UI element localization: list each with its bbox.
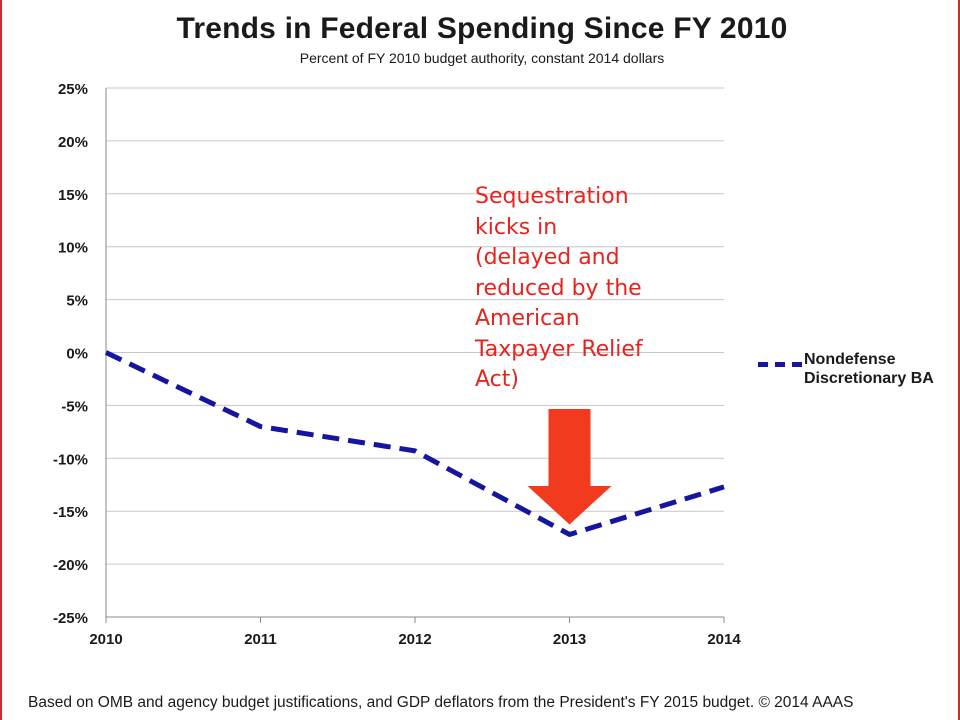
chart-title: Trends in Federal Spending Since FY 2010 [176,12,788,45]
chart-subtitle: Percent of FY 2010 budget authority, con… [299,50,665,66]
legend-swatch [758,362,802,367]
x-tick-label: 2011 [244,631,277,648]
y-tick-label: -20% [53,557,88,574]
series-line-nondefense [104,350,725,537]
y-tick-label: -10% [53,451,88,468]
y-tick-labels: 25% 20% 15% 10% 5% 0% -5% -10% -15% -20% -25% [53,81,88,627]
x-tick-labels: 2010 2011 2012 2013 2014 [89,631,741,648]
y-tick-label: 10% [58,240,88,257]
x-tick-label: 2014 [707,631,741,648]
annotation-arrow-layer [527,409,612,525]
gridlines [106,87,724,565]
x-tick-label: 2012 [398,631,431,648]
y-tick-label: -25% [53,610,88,627]
y-tick-label: 15% [58,187,88,204]
legend: Nondefense Discretionary BA [758,350,960,388]
source-note: Based on OMB and agency budget justifica… [28,694,854,711]
x-tick-label: 2013 [553,631,586,648]
y-tick-label: 25% [58,81,88,98]
legend-label: Nondefense Discretionary BA [804,351,934,387]
y-tick-label: -5% [61,398,88,415]
sequestration-annotation: Sequestration kicks in (delayed and redu… [475,184,643,392]
x-tick-label: 2010 [89,631,122,648]
series-layer [104,350,725,537]
y-tick-label: -15% [53,504,88,521]
annotation-arrow [527,409,612,525]
y-tick-label: 5% [66,293,88,310]
y-tick-label: 0% [66,346,88,363]
y-tick-label: 20% [58,134,88,151]
